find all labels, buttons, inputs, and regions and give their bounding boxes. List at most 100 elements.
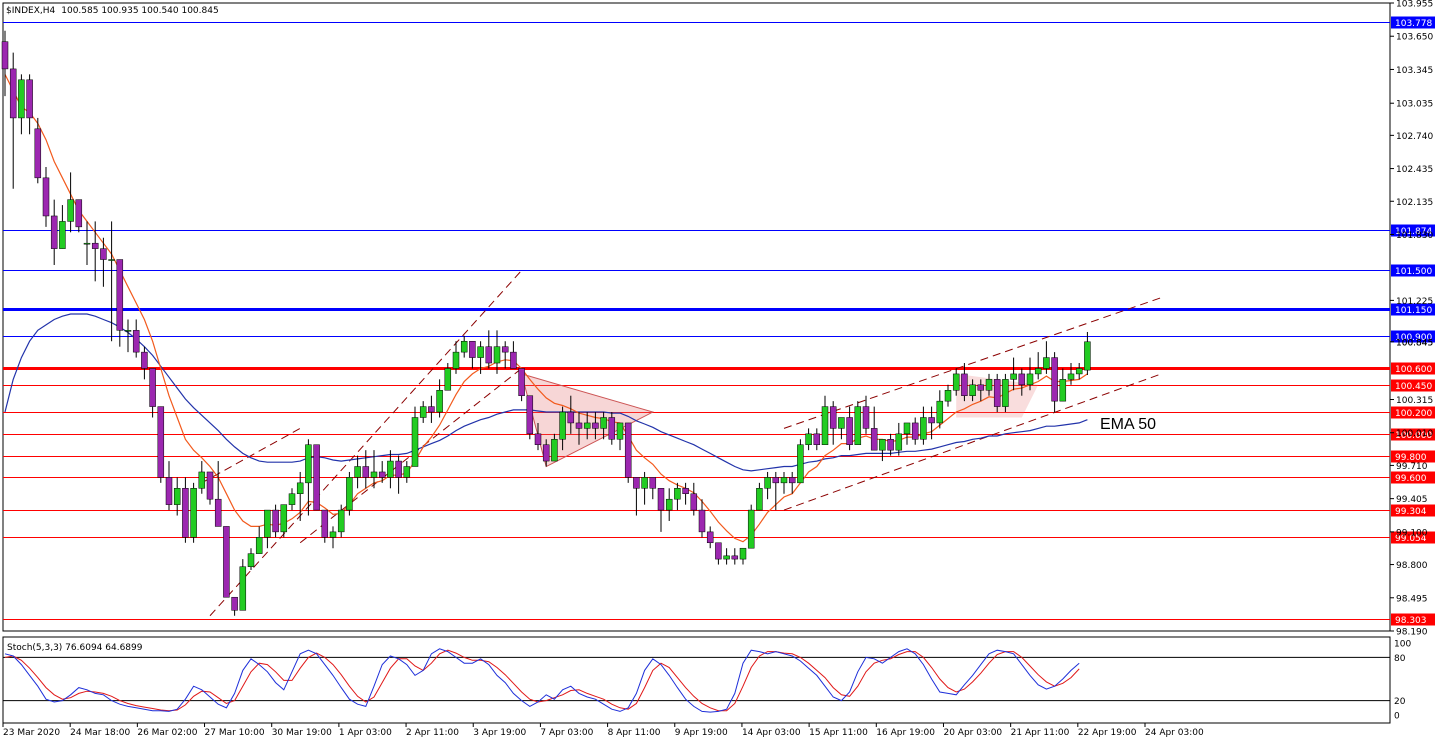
time-tick-label: 1 Apr 03:00	[339, 728, 392, 738]
bear-candle	[731, 555, 739, 560]
bear-candle	[592, 422, 599, 429]
bull-candle	[895, 433, 903, 451]
bear-candle	[624, 422, 632, 478]
level-price-label: 100.900	[1395, 333, 1432, 343]
bull-candle	[797, 444, 804, 484]
bull-candle	[1059, 379, 1067, 402]
bear-candle	[149, 368, 156, 407]
bear-candle	[1051, 357, 1058, 402]
level-price-label: 101.150	[1395, 306, 1432, 316]
bear-candle	[608, 417, 616, 440]
bear-candle	[518, 368, 525, 396]
bear-candle	[526, 395, 534, 435]
bull-candle	[419, 406, 427, 418]
bull-candle	[1034, 368, 1042, 375]
trend-channel-line	[783, 373, 1162, 511]
bull-candle	[920, 417, 927, 440]
price-tick-label: 103.035	[1396, 100, 1433, 110]
trend-channel-line	[783, 297, 1162, 429]
bull-candle	[288, 493, 296, 505]
bear-candle	[206, 471, 214, 500]
level-price-label: 101.874	[1395, 227, 1432, 237]
level-price-tag	[1391, 362, 1435, 375]
stoch-signal-line	[4, 649, 1080, 712]
bull-candle	[936, 400, 944, 424]
level-price-tag	[1391, 450, 1435, 463]
bull-candle	[403, 466, 411, 478]
price-tick-label: 98.800	[1396, 561, 1428, 571]
bear-candle	[231, 596, 238, 611]
level-price-label: 99.800	[1395, 453, 1427, 463]
bull-candle	[838, 417, 845, 429]
time-tick-label: 2 Apr 11:00	[406, 728, 459, 738]
bull-candle	[616, 422, 624, 440]
bull-candle	[1067, 373, 1075, 380]
bull-candle	[805, 433, 812, 445]
time-tick-label: 16 Apr 19:00	[876, 728, 935, 738]
price-tick-label: 100.845	[1396, 338, 1433, 348]
frame	[2, 2, 1391, 724]
bull-candle	[1026, 373, 1034, 386]
time-tick-label: 21 Apr 11:00	[1011, 728, 1070, 738]
bear-candle	[813, 433, 821, 445]
bear-candle	[100, 248, 107, 260]
bull-candle	[559, 411, 566, 440]
bear-candle	[772, 477, 780, 484]
bear-candle	[362, 466, 370, 478]
bear-candle	[542, 444, 550, 462]
bear-candle	[75, 199, 83, 228]
bear-candle	[26, 79, 33, 119]
bear-candle	[182, 488, 189, 538]
time-tick-label: 26 Mar 02:00	[137, 728, 197, 738]
bull-candle	[337, 509, 345, 533]
trend-channel-line	[209, 270, 522, 617]
bear-candle	[141, 351, 148, 369]
bull-candle	[247, 553, 255, 567]
bear-candle	[961, 373, 968, 396]
bear-candle	[116, 259, 124, 331]
time-tick-label: 22 Apr 19:00	[1078, 728, 1137, 738]
time-tick-label: 15 Apr 11:00	[809, 728, 868, 738]
bull-candle	[18, 79, 25, 119]
bear-candle	[575, 422, 583, 429]
bear-candle	[928, 417, 935, 424]
stoch-axis-label: 100	[1394, 640, 1411, 650]
bear-candle	[706, 531, 714, 544]
bull-candle	[444, 368, 452, 391]
bull-candle	[452, 351, 460, 369]
bear-candle	[501, 346, 509, 353]
bull-candle	[756, 488, 763, 511]
bear-candle	[42, 177, 50, 217]
bear-candle	[469, 340, 476, 358]
bull-candle	[600, 417, 607, 429]
bull-candle	[305, 444, 312, 484]
trend-channel-line	[299, 368, 522, 544]
bull-candle	[1010, 373, 1017, 380]
bear-candle	[911, 422, 919, 440]
level-price-tag	[1391, 330, 1435, 343]
bear-candle	[378, 471, 386, 478]
stoch-label: Stoch(5,3,3) 76.6094 64.6899	[7, 643, 143, 653]
level-price-tag	[1391, 428, 1435, 441]
bear-candle	[698, 509, 706, 533]
bull-candle	[821, 406, 829, 445]
bear-candle	[1, 41, 9, 70]
bull-candle	[641, 477, 648, 489]
bull-candle	[190, 488, 197, 538]
price-tick-label: 99.710	[1396, 462, 1428, 472]
ema-50-line	[4, 313, 1088, 472]
stochastic-panel: 100 80 20 0	[3, 640, 1411, 722]
bull-candle	[1043, 357, 1050, 369]
current-price-label: 100.845	[1396, 338, 1433, 348]
time-axis: 23 Mar 2020 24 Mar 18:00 26 Mar 02:00 27 Ma…	[2, 723, 1204, 738]
bear-candle	[1018, 373, 1026, 386]
bull-candle	[854, 406, 862, 445]
candles	[1, 30, 1091, 616]
level-price-tag	[1391, 379, 1435, 392]
bull-candle	[173, 488, 181, 505]
bear-candle	[395, 460, 402, 478]
level-price-tag	[1391, 531, 1435, 544]
bull-candle	[764, 477, 771, 489]
level-price-label: 98.303	[1395, 616, 1427, 626]
symbol-header: $INDEX,H4 100.585 100.935 100.540 100.845	[6, 6, 219, 16]
